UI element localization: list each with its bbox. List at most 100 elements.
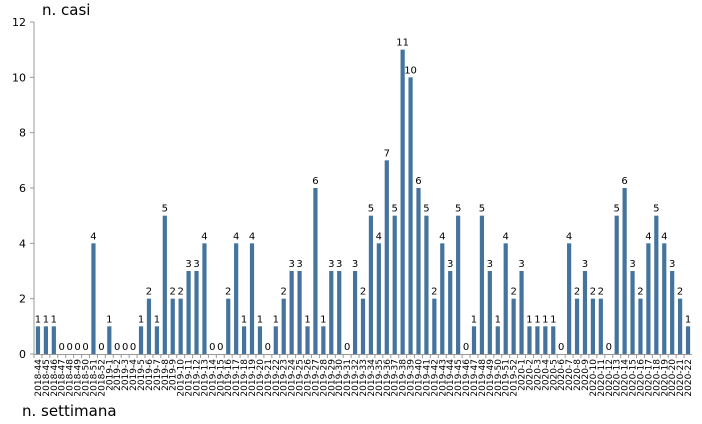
x-tick-label: 2019-30 <box>335 359 345 397</box>
x-tick-label: 2019-49 <box>486 359 496 397</box>
y-axis-title: n. casi <box>42 1 91 19</box>
data-label: 4 <box>249 231 255 242</box>
data-label: 1 <box>51 314 57 325</box>
x-tick-label: 2019-14 <box>208 359 218 397</box>
bar <box>162 215 167 354</box>
x-tick-label: 2020-3 <box>533 359 543 391</box>
bar <box>598 298 603 354</box>
data-label: 2 <box>177 287 183 298</box>
bar <box>519 271 524 354</box>
x-tick-label: 2020-16 <box>636 359 646 397</box>
data-label: 1 <box>241 314 247 325</box>
x-tick-label: 2020-21 <box>676 359 686 397</box>
x-tick-label: 2019-27 <box>311 359 321 397</box>
x-tick-label: 2020-10 <box>589 359 599 397</box>
data-label: 3 <box>518 259 524 270</box>
x-tick-label: 2019-10 <box>177 359 187 397</box>
bar <box>384 160 389 354</box>
bar <box>638 298 643 354</box>
bar <box>337 271 342 354</box>
data-label: 1 <box>542 314 548 325</box>
y-tick-label: 8 <box>19 127 26 140</box>
bar <box>368 215 374 354</box>
data-label: 1 <box>534 314 540 325</box>
data-label: 10 <box>404 65 417 76</box>
bar <box>392 215 397 354</box>
bar <box>440 243 445 354</box>
x-tick-label: 2019-13 <box>200 359 210 397</box>
data-label: 3 <box>193 259 199 270</box>
data-label: 2 <box>281 287 287 298</box>
x-tick-label: 2019-45 <box>454 359 464 397</box>
bar <box>281 298 286 354</box>
bar <box>202 243 207 354</box>
bar <box>352 271 358 354</box>
y-tick-label: 6 <box>19 182 26 195</box>
x-tick-label: 2019-25 <box>296 359 306 397</box>
bar <box>146 298 152 354</box>
data-label: 5 <box>162 204 168 215</box>
x-tick-label: 2019-3 <box>121 359 131 391</box>
x-tick-label: 2020-19 <box>660 359 670 397</box>
bar <box>257 326 263 354</box>
x-axis-title: n. settimana <box>22 402 117 420</box>
data-label: 3 <box>185 259 191 270</box>
x-tick-label: 2019-42 <box>430 359 440 397</box>
x-tick-label: 2019-50 <box>494 359 504 397</box>
bar <box>535 326 540 354</box>
data-label: 1 <box>320 314 326 325</box>
x-tick-label: 2019-41 <box>422 359 432 397</box>
x-tick-label: 2019-24 <box>288 359 298 397</box>
x-tick-label: 2018-45 <box>42 359 52 397</box>
x-tick-label: 2019-15 <box>216 359 226 397</box>
bar <box>51 326 56 354</box>
data-label: 2 <box>431 287 437 298</box>
x-tick-label: 2020-7 <box>565 359 575 391</box>
data-label: 5 <box>368 204 374 215</box>
bar <box>503 243 508 354</box>
bar <box>400 49 405 355</box>
data-label: 1 <box>273 314 279 325</box>
data-label: 1 <box>154 314 160 325</box>
y-tick-label: 10 <box>12 71 26 84</box>
x-tick-label: 2019-12 <box>193 359 203 397</box>
y-tick-label: 12 <box>12 16 26 29</box>
x-tick-label: 2020-13 <box>613 359 623 397</box>
bar <box>360 298 366 354</box>
data-label: 0 <box>606 342 612 353</box>
data-label: 0 <box>74 342 80 353</box>
x-tick-label: 2020-9 <box>581 359 591 391</box>
data-label: 1 <box>550 314 556 325</box>
data-label: 0 <box>344 342 350 353</box>
x-tick-label: 2019-38 <box>399 359 409 397</box>
x-tick-label: 2019-5 <box>137 359 147 391</box>
data-label: 1 <box>685 314 691 325</box>
bar <box>138 326 144 354</box>
x-tick-label: 2018-44 <box>34 359 44 397</box>
data-label: 3 <box>582 259 588 270</box>
bar <box>582 271 588 354</box>
data-label: 0 <box>122 342 128 353</box>
x-tick-label: 2019-22 <box>272 359 282 397</box>
data-label: 4 <box>233 231 239 242</box>
x-tick-label: 2020-11 <box>597 359 607 397</box>
data-label: 2 <box>590 287 596 298</box>
data-label: 2 <box>598 287 604 298</box>
x-tick-label: 2019-21 <box>264 359 274 397</box>
data-label: 6 <box>312 176 318 187</box>
bar <box>662 243 667 354</box>
bar <box>670 271 675 354</box>
bar <box>590 298 596 354</box>
bar <box>194 271 199 354</box>
data-label: 4 <box>376 231 382 242</box>
bar <box>551 326 556 354</box>
x-tick-label: 2020-18 <box>652 359 662 397</box>
x-tick-label: 2020-22 <box>684 359 694 397</box>
bar <box>456 215 461 354</box>
bar <box>234 243 239 354</box>
bar <box>313 188 318 354</box>
data-label: 4 <box>439 231 445 242</box>
bar <box>297 271 302 354</box>
bar <box>685 326 691 354</box>
data-label: 2 <box>225 287 231 298</box>
